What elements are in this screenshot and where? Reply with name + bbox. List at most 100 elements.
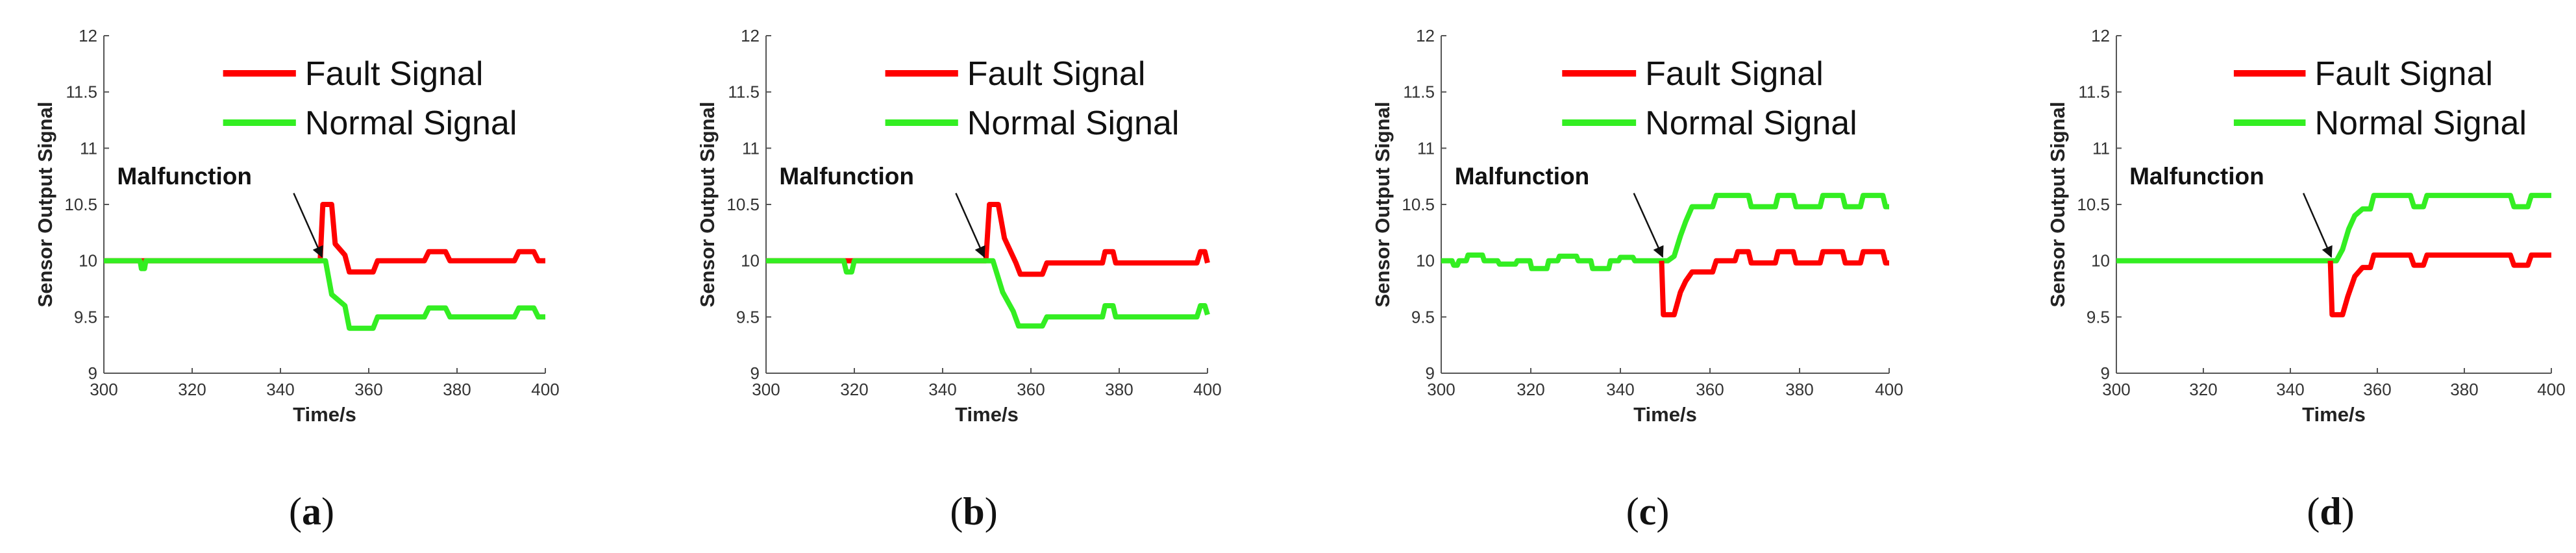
- panel-caption: (b): [950, 490, 997, 533]
- malfunction-annotation: Malfunction: [117, 163, 252, 190]
- series-line-fault-signal: [104, 202, 545, 275]
- legend-label: Normal Signal: [2314, 104, 2527, 142]
- chart-panel-c: 300 320 340 360 380 400 9 9.5 10 10.5 11 11.5 12 Time…: [1371, 26, 1903, 533]
- x-tick-label: 300: [2102, 380, 2130, 399]
- chart-panel-b: 300 320 340 360 380 400 9 9.5 10 10.5 11 11.5 12 Time…: [696, 26, 1222, 533]
- caption-letter: c: [1639, 490, 1657, 533]
- y-tick-label: 9.5: [2087, 307, 2110, 326]
- y-tick-label: 10: [741, 251, 760, 271]
- x-tick-label: 400: [531, 380, 559, 399]
- malfunction-annotation: Malfunction: [779, 163, 914, 190]
- caption-open-paren: (: [950, 490, 963, 533]
- x-axis-title: Time/s: [2302, 403, 2366, 426]
- y-tick-label: 11.5: [66, 82, 97, 102]
- x-tick-label: 340: [928, 380, 956, 399]
- caption-letter: a: [302, 490, 321, 533]
- x-axis-title: Time/s: [955, 403, 1019, 426]
- y-tick-label: 11: [1417, 138, 1435, 158]
- caption-close-paren: ): [321, 490, 334, 533]
- malfunction-arrow: [293, 193, 323, 258]
- y-tick-label: 10: [1416, 251, 1435, 271]
- x-tick-label: 400: [1193, 380, 1221, 399]
- y-tick-label: 9: [750, 363, 760, 383]
- y-tick-label: 11.5: [728, 82, 760, 102]
- x-tick-label: 320: [1517, 380, 1544, 399]
- y-tick-label: 11: [742, 138, 760, 158]
- caption-open-paren: (: [2307, 490, 2320, 533]
- series-line-normal-signal: [1441, 193, 1889, 271]
- x-tick-label: 360: [2363, 380, 2391, 399]
- caption-close-paren: ): [2342, 490, 2355, 533]
- caption-close-paren: ): [985, 490, 998, 533]
- x-tick-label: 340: [266, 380, 294, 399]
- y-tick-label: 9.5: [736, 307, 760, 326]
- y-tick-label: 10.5: [2077, 195, 2110, 214]
- y-tick-label: 11.5: [1403, 82, 1435, 102]
- caption-open-paren: (: [289, 490, 302, 533]
- caption-letter: d: [2320, 490, 2341, 533]
- y-tick-label: 10.5: [64, 195, 97, 214]
- malfunction-arrow: [2302, 193, 2333, 258]
- y-tick-label: 9: [88, 363, 97, 383]
- x-axis-title: Time/s: [1633, 403, 1697, 426]
- y-tick-label: 9.5: [1411, 307, 1435, 326]
- y-tick-label: 12: [79, 26, 97, 45]
- caption-open-paren: (: [1626, 490, 1639, 533]
- chart-panel-d: 300 320 340 360 380 400 9 9.5 10 10.5 11 11.5 12 Time…: [2046, 26, 2566, 533]
- series-line-normal-signal: [104, 258, 545, 331]
- series-line-normal-signal: [766, 258, 1210, 329]
- y-tick-label: 11: [80, 138, 97, 158]
- x-tick-label: 400: [1875, 380, 1903, 399]
- panel-caption: (d): [2307, 490, 2354, 533]
- caption-close-paren: ): [1656, 490, 1669, 533]
- panel-caption: (c): [1626, 490, 1670, 533]
- y-tick-label: 12: [1416, 26, 1435, 45]
- caption-letter: b: [963, 490, 984, 533]
- y-tick-label: 12: [741, 26, 760, 45]
- series-line-fault-signal: [766, 202, 1210, 277]
- x-tick-label: 300: [1427, 380, 1455, 399]
- y-tick-label: 10: [79, 251, 97, 271]
- y-tick-label: 11: [2092, 138, 2110, 158]
- x-tick-label: 340: [2276, 380, 2304, 399]
- x-tick-label: 320: [178, 380, 206, 399]
- x-tick-label: 300: [90, 380, 118, 399]
- x-tick-label: 320: [2189, 380, 2217, 399]
- series-line-fault-signal: [1659, 249, 1889, 317]
- x-tick-label: 360: [1696, 380, 1724, 399]
- y-axis-title: Sensor Output Signal: [2046, 102, 2069, 308]
- malfunction-annotation: Malfunction: [2129, 163, 2264, 190]
- malfunction-arrow: [955, 193, 985, 258]
- series-line-normal-signal: [2116, 193, 2551, 264]
- malfunction-annotation: Malfunction: [1455, 163, 1590, 190]
- x-tick-label: 360: [354, 380, 382, 399]
- y-axis-title: Sensor Output Signal: [34, 102, 56, 308]
- series-line-fault-signal: [2327, 252, 2551, 317]
- legend-label: Fault Signal: [967, 55, 1146, 93]
- y-tick-label: 11.5: [2078, 82, 2110, 102]
- legend-label: Fault Signal: [305, 55, 484, 93]
- y-tick-label: 10.5: [726, 195, 760, 214]
- y-tick-label: 10: [2091, 251, 2110, 271]
- y-tick-label: 10.5: [1402, 195, 1435, 214]
- x-tick-label: 340: [1606, 380, 1634, 399]
- x-tick-label: 360: [1017, 380, 1045, 399]
- legend-label: Normal Signal: [967, 104, 1180, 142]
- x-tick-label: 380: [443, 380, 471, 399]
- x-tick-label: 380: [1785, 380, 1813, 399]
- x-tick-label: 320: [840, 380, 868, 399]
- y-tick-label: 9: [2101, 363, 2110, 383]
- malfunction-arrow: [1633, 193, 1664, 258]
- x-tick-label: 380: [1105, 380, 1133, 399]
- legend-label: Normal Signal: [305, 104, 517, 142]
- x-tick-label: 380: [2450, 380, 2478, 399]
- y-axis-title: Sensor Output Signal: [1371, 102, 1394, 308]
- panel-caption: (a): [289, 490, 334, 533]
- legend-label: Fault Signal: [1645, 55, 1824, 93]
- y-tick-label: 9: [1426, 363, 1435, 383]
- x-tick-label: 300: [752, 380, 780, 399]
- y-axis-title: Sensor Output Signal: [696, 102, 719, 308]
- legend-label: Normal Signal: [1645, 104, 1857, 142]
- legend-label: Fault Signal: [2314, 55, 2493, 93]
